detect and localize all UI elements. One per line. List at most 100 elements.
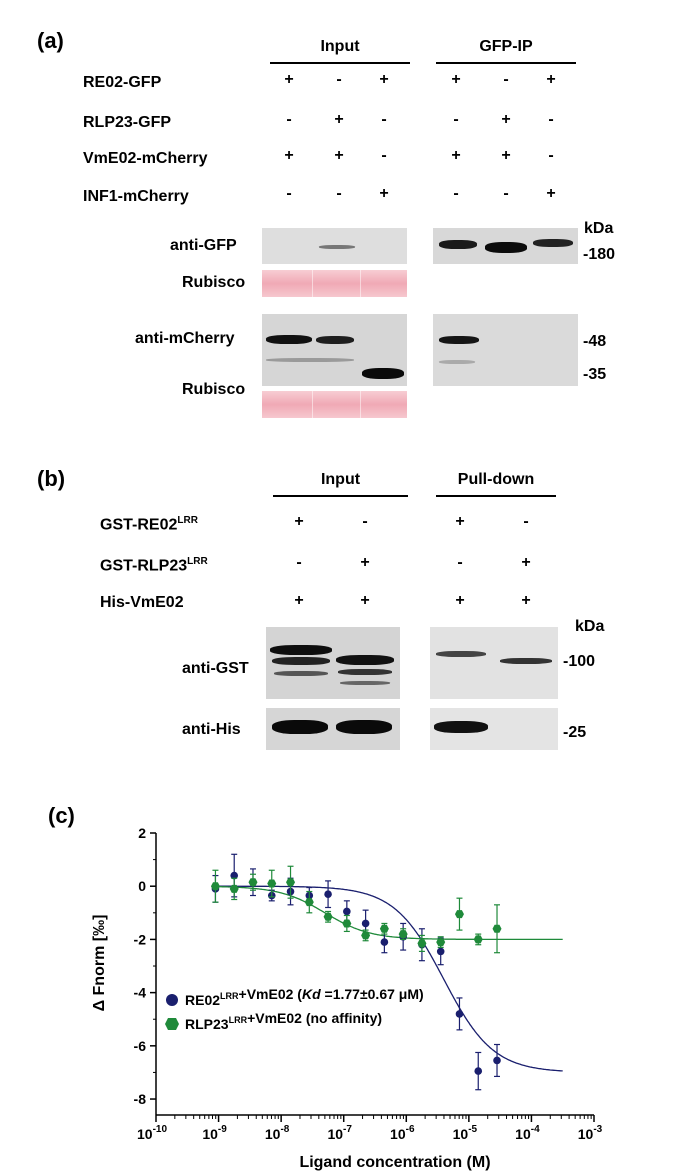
treatment-label: RLP23-GFP xyxy=(83,114,172,131)
x-tick-label: 10-8 xyxy=(265,1124,290,1142)
treatment-sign: + xyxy=(294,592,304,609)
rubisco-stain-1 xyxy=(262,270,407,297)
anti-gst-input-blot xyxy=(266,627,400,699)
panel-b-input-header: Input xyxy=(320,471,361,488)
treatment-sign: + xyxy=(360,592,370,609)
anti-his-label: anti-His xyxy=(182,721,241,738)
data-point xyxy=(304,898,314,907)
treatment-sign: - xyxy=(453,185,459,202)
data-point xyxy=(454,910,464,919)
data-point xyxy=(267,879,277,888)
x-tick-label: 10-5 xyxy=(453,1124,478,1142)
x-tick-label: 10-4 xyxy=(515,1124,540,1142)
treatment-sign: + xyxy=(521,592,531,609)
treatment-sign: - xyxy=(457,554,463,571)
treatment-sign: + xyxy=(294,513,304,530)
lane-separator xyxy=(312,270,313,297)
legend-text-sup: LRR xyxy=(229,1015,248,1025)
y-tick-label: -2 xyxy=(134,931,147,947)
anti-gfp-input-blot xyxy=(262,228,407,264)
y-tick-label: 2 xyxy=(138,825,146,841)
anti-his-pd-blot xyxy=(430,708,558,750)
treatment-label: GST-RE02LRR xyxy=(100,515,198,534)
fit-curve-series-1 xyxy=(218,886,563,941)
legend-text-prefix: RLP23 xyxy=(185,1016,229,1032)
blot-band xyxy=(500,658,552,664)
treatment-sign: - xyxy=(381,147,387,164)
treatment-label: VmE02-mCherry xyxy=(83,150,208,167)
blot-band xyxy=(270,645,332,655)
marker-48: -48 xyxy=(583,333,607,350)
anti-gst-pd-blot xyxy=(430,627,558,699)
blot-band xyxy=(336,655,394,665)
treatment-sign: + xyxy=(455,513,465,530)
data-point xyxy=(230,871,239,880)
data-point xyxy=(474,1067,483,1075)
data-point xyxy=(210,882,220,891)
binding-curve-chart: 10-10 10-9 10-8 10-7 10-6 10-5 10-4 10-3 2 0 -2 -4 -… xyxy=(91,825,603,1171)
treatment-sign: - xyxy=(453,111,459,128)
treatment-sign: - xyxy=(286,111,292,128)
blot-band xyxy=(439,360,475,364)
legend-text-mid: +VmE02 ( xyxy=(239,986,303,1002)
rubisco-label-2: Rubisco xyxy=(182,381,246,398)
legend-text-prefix: RE02 xyxy=(185,992,220,1008)
treatment-sign: + xyxy=(284,71,294,88)
data-point xyxy=(342,919,352,928)
treatment-sign: - xyxy=(523,513,529,530)
anti-mcherry-input-blot xyxy=(262,314,407,386)
treatment-sign: + xyxy=(284,147,294,164)
panel-a-input-rule xyxy=(270,62,410,64)
panel-a-kda-label: kDa xyxy=(584,220,614,237)
treatment-name: His-VmE02 xyxy=(100,594,184,611)
data-point xyxy=(417,939,427,948)
blot-band xyxy=(439,336,479,344)
lane-separator xyxy=(360,270,361,297)
treatment-sign: - xyxy=(503,185,509,202)
panel-b-pd-rule xyxy=(436,495,556,497)
panel-b-pd-header: Pull-down xyxy=(457,471,535,488)
chart-axes: 10-10 10-9 10-8 10-7 10-6 10-5 10-4 10-3 2 0 -2 -4 -… xyxy=(134,825,603,1142)
blot-band xyxy=(319,245,355,249)
x-tick-label: 10-3 xyxy=(578,1124,603,1142)
data-point xyxy=(473,935,483,944)
data-point xyxy=(361,919,370,928)
panel-b-label: (b) xyxy=(37,466,66,491)
treatment-label: RE02-GFP xyxy=(83,74,162,91)
legend-marker xyxy=(165,1018,179,1030)
treatment-sign: + xyxy=(455,592,465,609)
data-point xyxy=(361,931,371,940)
anti-mcherry-ip-blot xyxy=(433,314,578,386)
treatment-sign: + xyxy=(546,185,556,202)
fit-curve-series-0 xyxy=(218,885,563,1072)
anti-gfp-label: anti-GFP xyxy=(170,237,237,254)
data-point xyxy=(379,924,389,933)
legend-entry: RE02LRR+VmE02 (Kd =1.77±0.67 μM) xyxy=(185,986,424,1008)
blot-band xyxy=(485,242,527,253)
data-point xyxy=(324,890,332,898)
blot-band xyxy=(316,336,354,344)
blot-band xyxy=(272,657,330,665)
x-tick-label: 10-10 xyxy=(137,1124,167,1142)
marker-25: -25 xyxy=(563,724,587,741)
x-tick-label: 10-7 xyxy=(327,1124,352,1142)
legend-entry: RLP23LRR+VmE02 (no affinity) xyxy=(185,1010,382,1032)
panel-a-ip-rule xyxy=(436,62,576,64)
treatment-sign: - xyxy=(296,554,302,571)
treatment-sign: + xyxy=(451,147,461,164)
blot-band xyxy=(336,720,392,734)
blot-band xyxy=(340,681,390,685)
marker-100: -100 xyxy=(563,653,596,670)
treatment-sign: - xyxy=(336,185,342,202)
blot-band xyxy=(274,671,328,676)
y-tick-label: -6 xyxy=(134,1038,147,1054)
panel-a-input-header: Input xyxy=(320,38,360,55)
y-axis-label: Δ Fnorm [‰] xyxy=(91,915,108,1012)
treatment-sign: - xyxy=(548,147,554,164)
lane-separator xyxy=(312,391,313,418)
treatment-sign: + xyxy=(501,111,511,128)
blot-band xyxy=(266,335,312,344)
data-point xyxy=(493,1056,501,1065)
treatment-sign: + xyxy=(546,71,556,88)
superscript-lrr: LRR xyxy=(177,515,198,526)
